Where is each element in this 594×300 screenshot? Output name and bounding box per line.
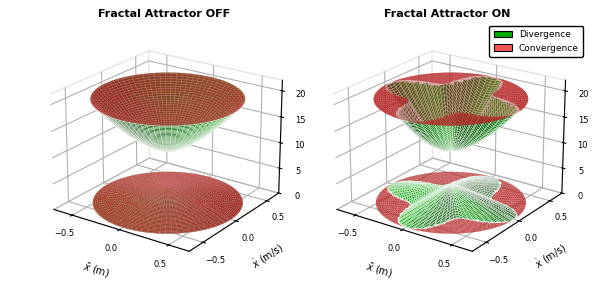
Legend: Divergence, Convergence: Divergence, Convergence xyxy=(489,26,583,57)
Title: Fractal Attractor ON: Fractal Attractor ON xyxy=(384,9,511,19)
X-axis label: $\tilde{x}$ (m): $\tilde{x}$ (m) xyxy=(364,260,394,281)
Title: Fractal Attractor OFF: Fractal Attractor OFF xyxy=(98,9,230,19)
X-axis label: $\tilde{x}$ (m): $\tilde{x}$ (m) xyxy=(81,260,111,281)
Y-axis label: $\dot{x}$ (m/s): $\dot{x}$ (m/s) xyxy=(532,241,570,272)
Y-axis label: $\dot{x}$ (m/s): $\dot{x}$ (m/s) xyxy=(249,241,287,272)
